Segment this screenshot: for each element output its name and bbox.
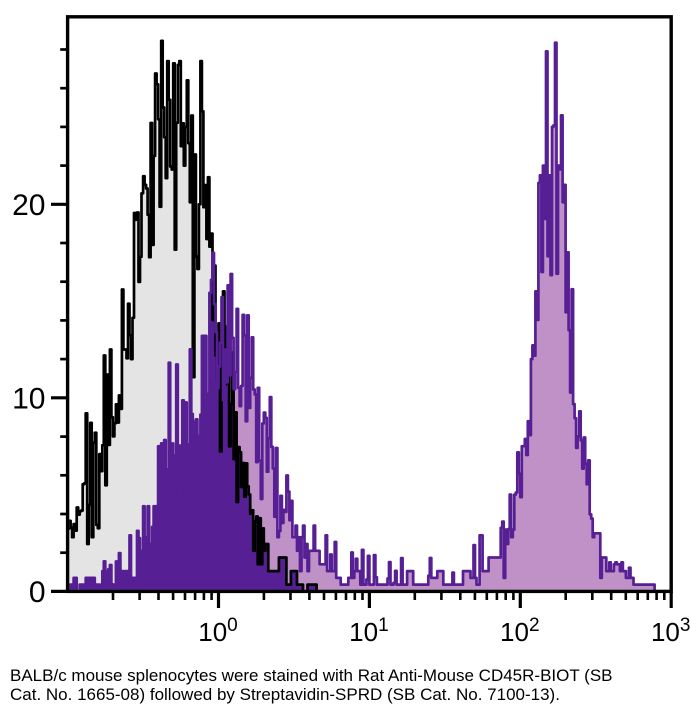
svg-text:10: 10 [12, 382, 45, 415]
svg-text:20: 20 [12, 189, 45, 222]
svg-text:100: 100 [198, 615, 238, 647]
svg-text:101: 101 [349, 615, 389, 647]
svg-text:102: 102 [500, 615, 540, 647]
svg-text:103: 103 [651, 615, 691, 647]
svg-text:0: 0 [29, 576, 46, 609]
